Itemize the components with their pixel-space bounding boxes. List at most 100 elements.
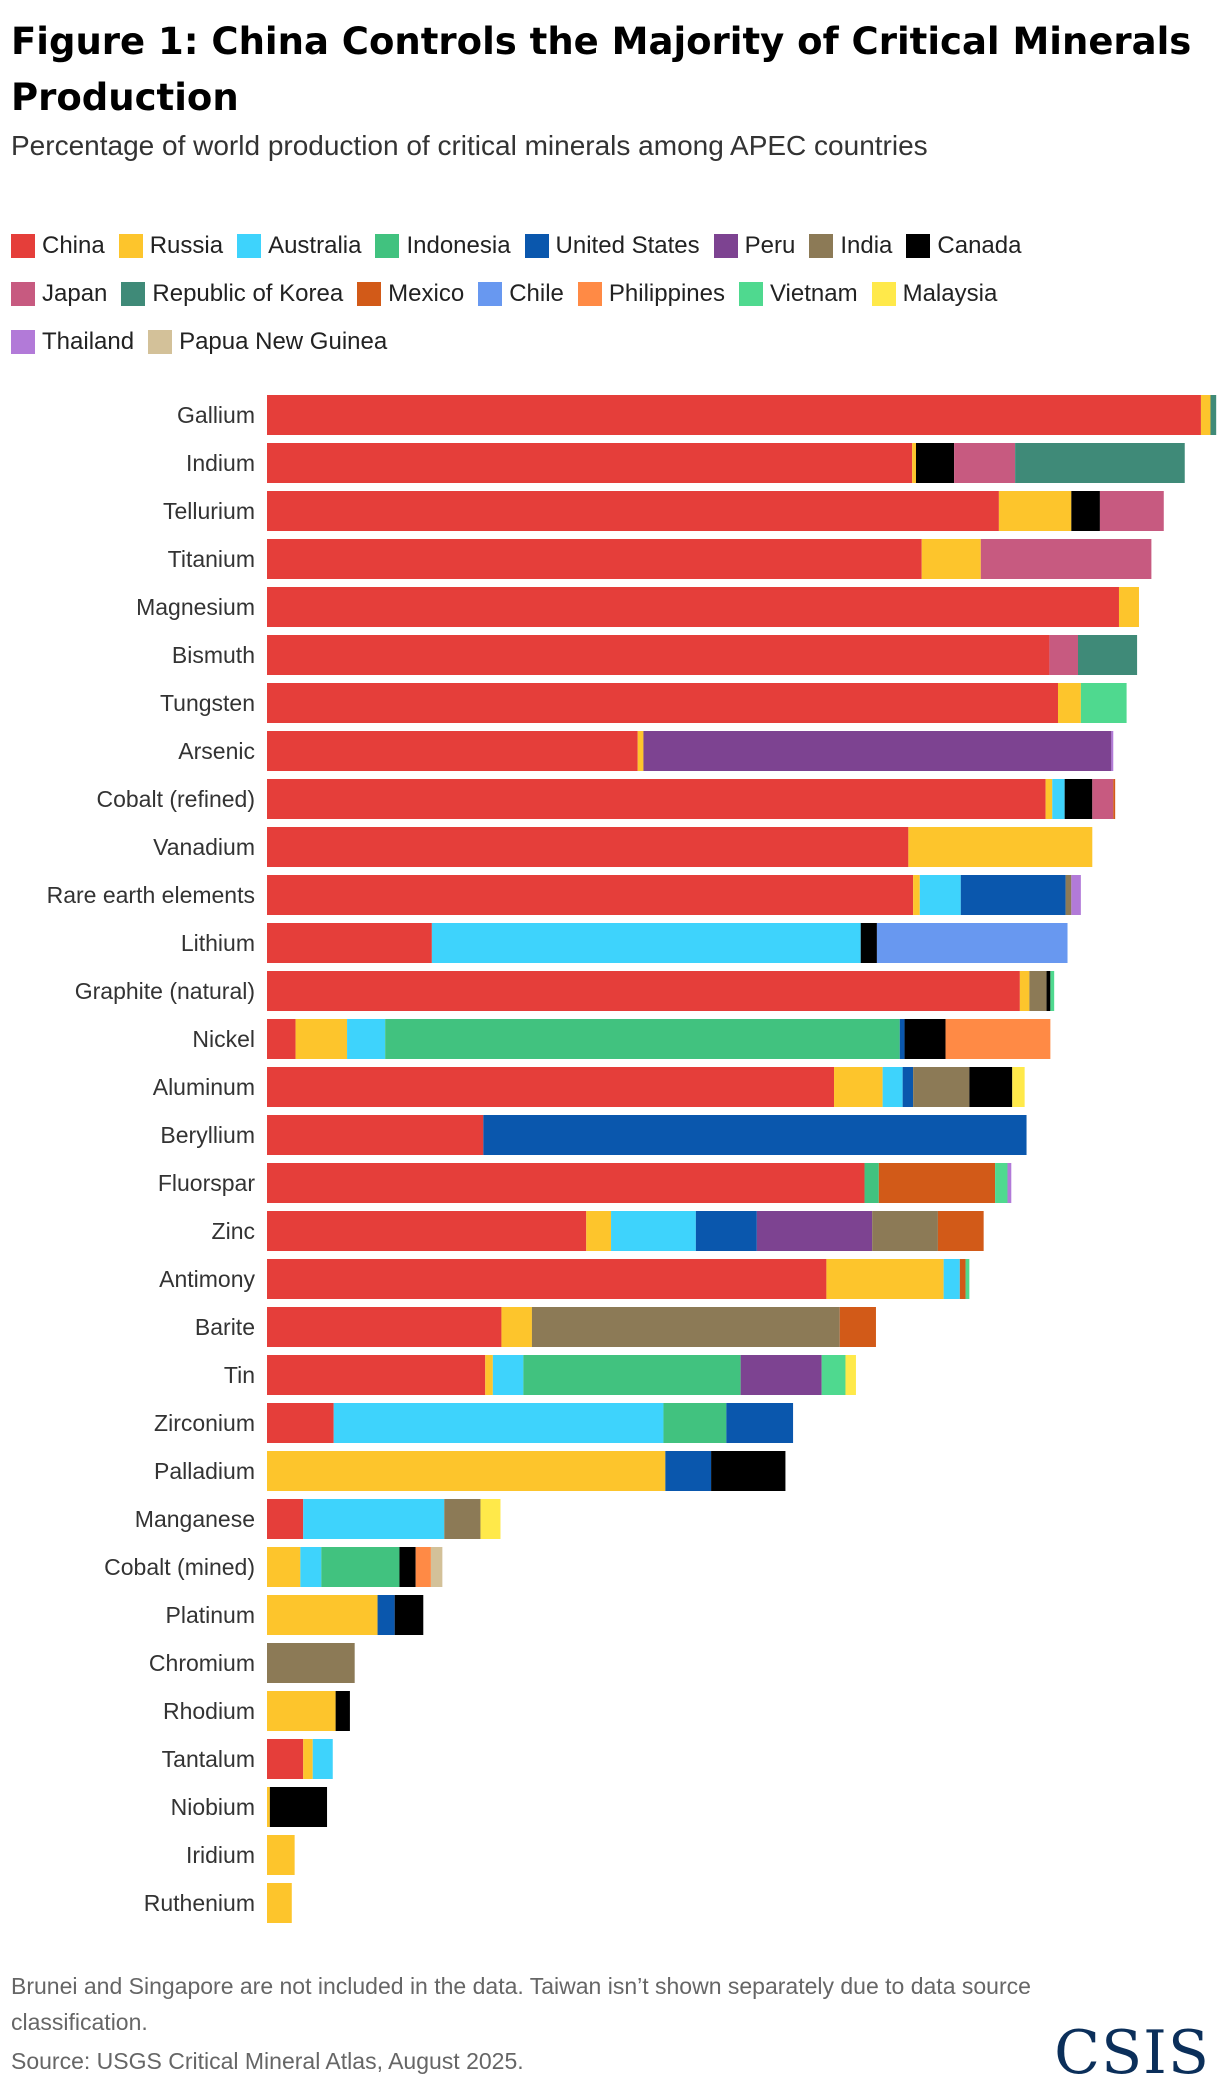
bar-segment (415, 1547, 431, 1587)
bar-segment (1015, 443, 1185, 483)
bar-segment (377, 1595, 395, 1635)
bar-segment (1049, 635, 1078, 675)
bar-segment (1078, 635, 1138, 675)
bar-segment (303, 1499, 445, 1539)
bar-segment (876, 923, 1068, 963)
bar-segment (663, 1403, 727, 1443)
bar-segment (523, 1355, 741, 1395)
category-label: Aluminum (153, 1074, 255, 1100)
bar-segment (492, 1355, 524, 1395)
bar-segment (312, 1739, 333, 1779)
legend-swatch (738, 282, 763, 306)
legend-label: Canada (937, 232, 1022, 259)
legend-label: India (840, 232, 893, 259)
bar-segment (385, 1019, 900, 1059)
bar-segment (501, 1307, 532, 1347)
bar-segment (643, 731, 1112, 771)
figure-source: Source: USGS Critical Mineral Atlas, Aug… (11, 2048, 524, 2074)
bar-segment (965, 1259, 970, 1299)
bar-segment (980, 539, 1152, 579)
bar-segment (872, 1211, 938, 1251)
legend-swatch (577, 282, 602, 306)
legend-label: Vietnam (769, 280, 858, 307)
bar-segment (267, 875, 914, 915)
category-label: Platinum (166, 1602, 255, 1628)
bar-segment (267, 827, 909, 867)
legend-item: Papua New Guinea (148, 328, 387, 356)
bar-segment (1099, 491, 1164, 531)
legend-label: Japan (42, 280, 108, 307)
bar-segment (913, 875, 920, 915)
bar-segment (267, 539, 922, 579)
bar-segment (834, 1067, 883, 1107)
legend-item: Mexico (357, 280, 464, 308)
legend-item: Republic of Korea (121, 280, 343, 308)
bar-segment (726, 1403, 794, 1443)
bar-segment (839, 1307, 876, 1347)
bar-segment (1045, 779, 1053, 819)
legend-label: Thailand (42, 328, 135, 355)
legend-row: Japan Republic of Korea Mexico Chile Philipp… (11, 270, 1211, 318)
legend-swatch (11, 330, 35, 354)
bar-segment (845, 1355, 856, 1395)
bar-segment (483, 1115, 1027, 1155)
chart-legend: China Russia Australia Indonesia United Stat… (11, 222, 1211, 366)
legend-label: Russia (149, 232, 224, 259)
bar-segment (899, 1019, 905, 1059)
legend-item: India (809, 232, 892, 260)
bar-segment (267, 779, 1046, 819)
bar-segment (1046, 971, 1051, 1011)
category-label: Rhodium (163, 1698, 255, 1724)
legend-item: Thailand (11, 328, 134, 356)
legend-item: Indonesia (375, 232, 511, 260)
bar-segment (756, 1211, 873, 1251)
bar-segment (267, 731, 638, 771)
category-label: Cobalt (mined) (104, 1554, 255, 1580)
figure-subtitle: Percentage of world production of critic… (11, 130, 928, 161)
bar-segment (267, 1115, 484, 1155)
category-label: Beryllium (160, 1122, 255, 1148)
bar-segment (267, 1019, 296, 1059)
category-label: Tin (224, 1362, 255, 1388)
category-label: Rare earth elements (47, 882, 255, 908)
bar-segment (485, 1355, 493, 1395)
legend-item: Philippines (577, 280, 725, 308)
bar-segment (267, 1307, 502, 1347)
bar-segment (333, 1403, 664, 1443)
legend-swatch (713, 234, 738, 258)
legend-item: Vietnam (738, 280, 858, 308)
bar-segment (919, 875, 961, 915)
bar-segment (1113, 779, 1116, 819)
bar-segment (878, 1163, 996, 1203)
bar-segment (921, 539, 981, 579)
category-label: Arsenic (178, 738, 255, 764)
bar-segment (1111, 731, 1114, 771)
bar-segment (267, 1451, 666, 1491)
legend-item: Russia (118, 232, 224, 260)
bar-segment (1007, 1163, 1012, 1203)
bar-segment (943, 1259, 960, 1299)
legend-swatch (118, 234, 143, 258)
bar-segment (267, 1403, 334, 1443)
bar-segment (267, 1355, 486, 1395)
bar-segment (1118, 587, 1139, 627)
bar-segment (267, 1211, 587, 1251)
legend-swatch (375, 234, 400, 258)
bar-segment (300, 1547, 322, 1587)
legend-item: China (11, 232, 105, 260)
figure-title: Figure 1: China Controls the Majority of… (11, 20, 1192, 119)
bar-segment (267, 491, 999, 531)
legend-swatch (357, 282, 382, 306)
bar-segment (269, 1787, 328, 1827)
bar-segment (937, 1211, 984, 1251)
bar-segment (430, 1547, 443, 1587)
bar-segment (1019, 971, 1030, 1011)
bar-segment (267, 1499, 304, 1539)
bar-segment (1057, 683, 1081, 723)
legend-label: Australia (268, 232, 362, 259)
legend-item: United States (524, 232, 700, 260)
legend-label: Peru (744, 232, 796, 259)
bar-segment (904, 1019, 946, 1059)
legend-label: United States (555, 232, 700, 259)
bar-segment (399, 1547, 416, 1587)
